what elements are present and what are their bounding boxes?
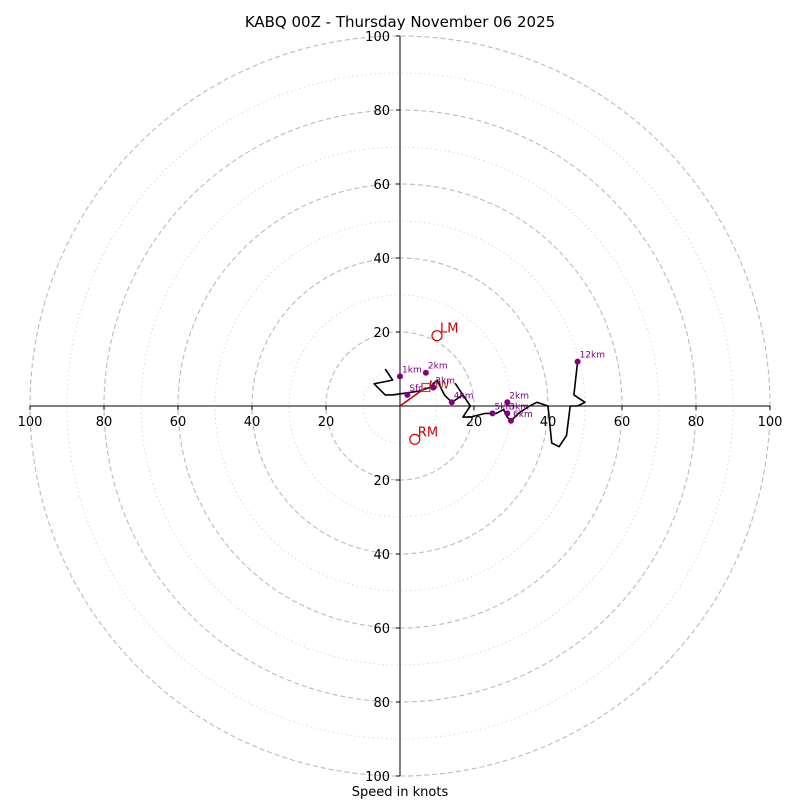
storm-motion-label-rm: RM bbox=[418, 425, 438, 440]
y-tick-label-bottom: 100 bbox=[365, 770, 390, 785]
y-tick-label-bottom: 40 bbox=[373, 548, 390, 563]
y-tick-label-bottom: 20 bbox=[373, 474, 390, 489]
height-marker-dot bbox=[448, 399, 455, 406]
x-tick-label-right: 40 bbox=[540, 415, 557, 430]
height-marker-dot bbox=[397, 373, 403, 380]
x-tick-label-left: 80 bbox=[96, 415, 113, 430]
x-tick-label-right: 80 bbox=[688, 415, 705, 430]
height-marker-dot bbox=[422, 369, 429, 376]
height-marker-label: 6km bbox=[513, 410, 533, 420]
height-marker-dot bbox=[504, 410, 511, 417]
x-tick-label-right: 60 bbox=[614, 415, 631, 430]
x-tick-label-right: 20 bbox=[466, 415, 483, 430]
y-tick-label-top: 40 bbox=[373, 252, 390, 267]
height-marker-dot bbox=[430, 384, 437, 391]
height-marker-dot bbox=[504, 399, 511, 406]
storm-motion-marker-rm bbox=[409, 433, 421, 445]
y-tick-label-bottom: 60 bbox=[373, 622, 390, 637]
height-marker-label: 4km bbox=[454, 391, 474, 401]
x-tick-label-left: 20 bbox=[318, 415, 335, 430]
height-marker-label: 12km bbox=[580, 351, 605, 361]
y-tick-label-top: 20 bbox=[373, 326, 390, 341]
y-tick-label-top: 60 bbox=[373, 178, 390, 193]
height-marker-label: Sfc bbox=[409, 384, 423, 394]
tick-labels: 20 20 20 20 40 40 40 40 60 60 60 60 80 80 80 80 100 100 10… bbox=[18, 30, 783, 785]
y-tick-label-top: 100 bbox=[365, 30, 390, 45]
storm-motion-label-lm: LM bbox=[440, 322, 458, 337]
x-tick-label-left: 60 bbox=[170, 415, 187, 430]
height-marker-label: 3km bbox=[435, 377, 455, 387]
storm-motion-marker-lm bbox=[431, 330, 443, 342]
y-tick-label-bottom: 80 bbox=[373, 696, 390, 711]
x-tick-label-left: 100 bbox=[18, 415, 43, 430]
height-marker-label: 1km bbox=[402, 365, 422, 375]
x-tick-label-right: 100 bbox=[758, 415, 783, 430]
height-marker-dot bbox=[508, 417, 514, 424]
mean-wind-marker bbox=[421, 382, 431, 393]
height-marker-label: 3km bbox=[509, 402, 529, 412]
height-marker-dot bbox=[489, 410, 496, 417]
height-marker-label: 5km bbox=[495, 402, 515, 412]
height-marker-label: 2km bbox=[428, 362, 448, 372]
height-marker-dot bbox=[574, 358, 581, 365]
storm-motion-markers: LM RM bbox=[409, 322, 458, 445]
x-axis-label: Speed in knots bbox=[352, 785, 449, 800]
height-marker-label: 2km bbox=[509, 391, 529, 401]
chart-title: KABQ 00Z - Thursday November 06 2025 bbox=[245, 13, 555, 31]
height-marker-dot bbox=[404, 391, 411, 398]
x-tick-label-left: 40 bbox=[244, 415, 261, 430]
y-tick-label-top: 80 bbox=[373, 104, 390, 119]
